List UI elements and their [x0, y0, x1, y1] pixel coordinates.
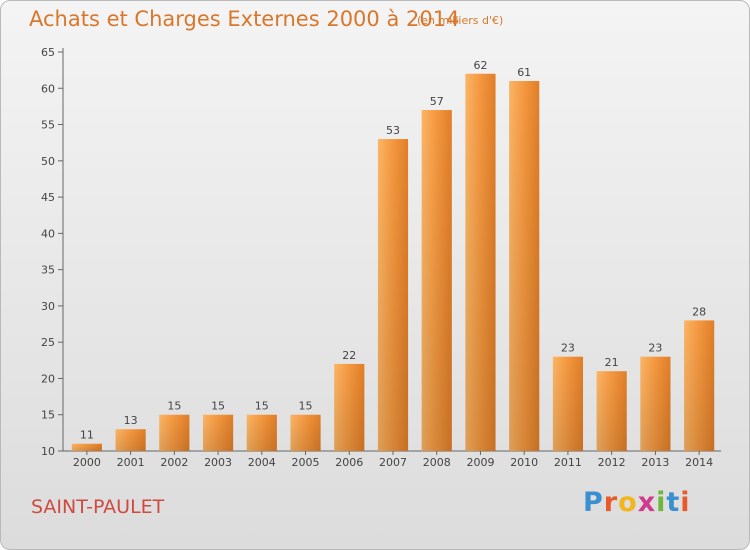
bar-value-label: 23 [648, 342, 662, 355]
x-tick-label: 2011 [554, 456, 582, 469]
bar-shade [640, 356, 671, 451]
bar-shade [71, 443, 102, 451]
x-tick-label: 2009 [466, 456, 494, 469]
y-tick-label: 45 [41, 191, 55, 204]
bar-value-label: 53 [386, 124, 400, 137]
logo-letter: o [618, 487, 638, 518]
bar-shade [552, 356, 584, 451]
bar-value-label: 21 [605, 356, 619, 369]
x-tick-label: 2002 [160, 456, 188, 469]
bar-value-label: 62 [473, 59, 487, 72]
x-tick-label: 2003 [204, 456, 232, 469]
x-tick-label: 2000 [73, 456, 101, 469]
bar-shade [596, 371, 627, 451]
x-tick-label: 2004 [248, 456, 276, 469]
bar-shade [334, 363, 365, 451]
bar-shade [684, 320, 715, 451]
bar-value-label: 15 [211, 400, 225, 413]
chart-title: Achats et Charges Externes 2000 à 2014 [29, 7, 460, 31]
axes: 10 15 20 25 30 35 40 45 50 55 60 65 2000 2001 2002 2003… [41, 46, 721, 469]
bar-value-label: 15 [167, 400, 181, 413]
x-tick-label: 2007 [379, 456, 407, 469]
bar-shade [290, 414, 321, 451]
logo-letter: i [656, 487, 667, 518]
bar-value-label: 57 [430, 95, 444, 108]
y-tick-label: 65 [41, 46, 55, 59]
bar-chart: 10 15 20 25 30 35 40 45 50 55 60 65 2000 2001 2002 2003… [41, 46, 721, 469]
y-tick-label: 55 [41, 119, 55, 132]
chart-subtitle: (en milliers d'€) [417, 14, 504, 27]
bar-value-label: 15 [255, 400, 269, 413]
x-tick-label: 2005 [292, 456, 320, 469]
y-tick-label: 10 [41, 445, 55, 458]
y-tick-label: 30 [41, 300, 55, 313]
x-tick-label: 2008 [423, 456, 451, 469]
commune-name: SAINT-PAULET [31, 496, 165, 518]
x-tick-label: 2014 [685, 456, 713, 469]
bar-shade [377, 139, 409, 451]
logo-letter: i [680, 487, 691, 518]
bar-value-label: 15 [299, 400, 313, 413]
bar-shade [509, 81, 540, 451]
logo-letter: P [583, 487, 604, 518]
bar-value-label: 22 [342, 349, 356, 362]
bar-value-label: 11 [80, 429, 94, 442]
y-tick-label: 15 [41, 409, 55, 422]
bars: 11 13 15 15 15 15 22 53 57 62 61 23 21 23 28 [71, 59, 715, 451]
x-tick-label: 2006 [335, 456, 363, 469]
proxiti-logo: Proxiti [583, 487, 691, 518]
bar-value-label: 61 [517, 66, 531, 79]
bar-value-label: 13 [124, 414, 138, 427]
y-tick-label: 35 [41, 264, 55, 277]
y-tick-label: 50 [41, 155, 55, 168]
bar-shade [246, 414, 277, 451]
bar-shade [421, 110, 452, 451]
bar-shade [115, 429, 146, 451]
x-tick-label: 2013 [641, 456, 669, 469]
x-tick-label: 2001 [117, 456, 145, 469]
logo-letter: x [637, 487, 657, 518]
bar-value-label: 23 [561, 342, 575, 355]
bar-value-label: 28 [692, 305, 706, 318]
x-tick-label: 2010 [510, 456, 538, 469]
logo-letter: r [603, 487, 619, 518]
bar-shade [465, 73, 496, 451]
x-tick-label: 2012 [598, 456, 626, 469]
y-tick-label: 60 [41, 82, 55, 95]
logo-letter: t [666, 487, 681, 518]
y-tick-label: 25 [41, 336, 55, 349]
bar-shade [202, 414, 234, 451]
bar-shade [159, 414, 190, 451]
y-tick-label: 20 [41, 372, 55, 385]
y-tick-label: 40 [41, 227, 55, 240]
